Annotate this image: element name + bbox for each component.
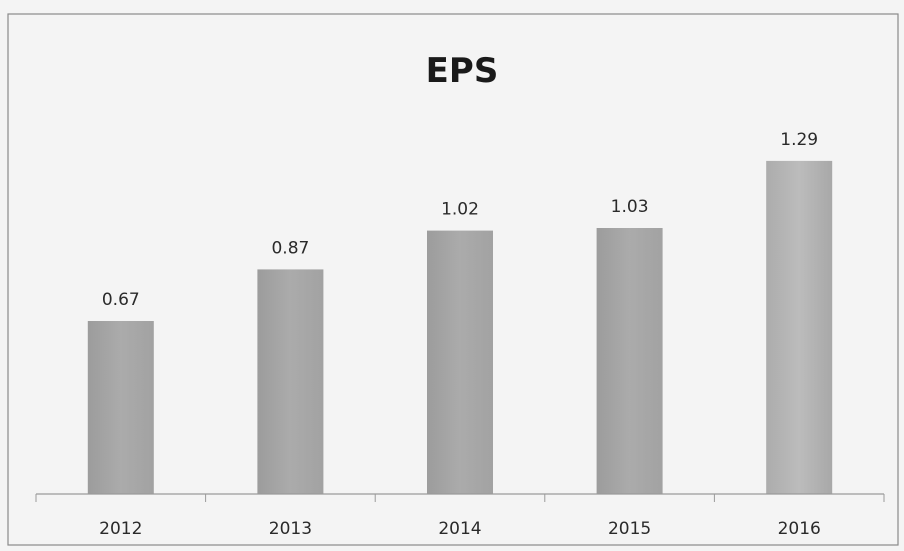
data-label-group: 0.67 0.87 1.02 1.03 1.29 (102, 130, 818, 310)
x-axis-tick-labels: 2012 2013 2014 2015 2016 (99, 519, 821, 539)
bar-2015 (596, 228, 663, 494)
chart-title: EPS (426, 51, 499, 91)
x-tick-label-2012: 2012 (99, 519, 142, 539)
chart-frame (7, 13, 899, 546)
data-label-2012: 0.67 (102, 290, 140, 310)
x-tick-label-2014: 2014 (438, 519, 481, 539)
x-axis-ticks (35, 494, 885, 502)
bar-2012 (87, 321, 154, 494)
bar-2016 (766, 160, 833, 494)
bar-2013 (257, 269, 324, 494)
x-tick-label-2016: 2016 (778, 519, 821, 539)
bar-2014 (427, 230, 493, 494)
x-tick-label-2015: 2015 (608, 519, 651, 539)
x-tick-label-2013: 2013 (269, 519, 312, 539)
bar-group (87, 160, 833, 494)
data-label-2016: 1.29 (780, 130, 818, 150)
data-label-2014: 1.02 (441, 200, 479, 220)
data-label-2013: 0.87 (271, 238, 309, 258)
data-label-2015: 1.03 (611, 197, 649, 217)
